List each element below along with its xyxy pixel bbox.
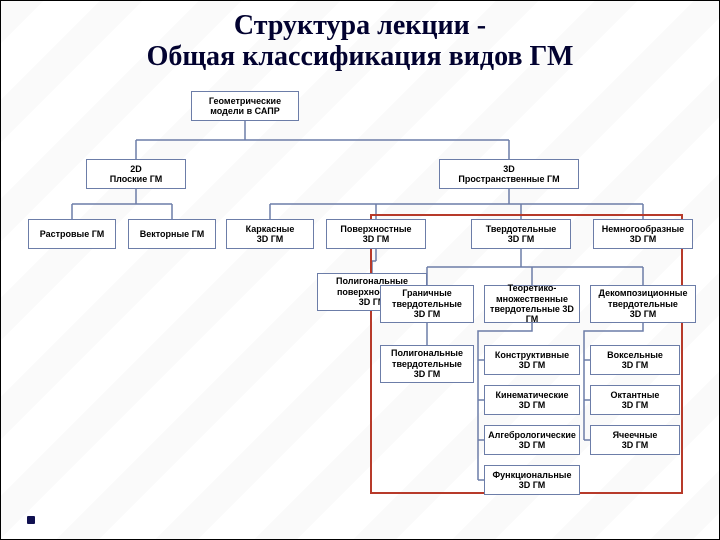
node-cell: Ячеечные 3D ГМ <box>590 425 680 455</box>
node-alglog: Алгебрологические 3D ГМ <box>484 425 580 455</box>
node-root: Геометрические модели в САПР <box>191 91 299 121</box>
node-solid: Твердотельные 3D ГМ <box>471 219 571 249</box>
node-csg: Конструктивные 3D ГМ <box>484 345 580 375</box>
node-v2: Векторные ГМ <box>128 219 216 249</box>
node-brep: Граничные твердотельные 3D ГМ <box>380 285 474 323</box>
node-l1_2d: 2D Плоские ГМ <box>86 159 186 189</box>
node-voxel: Воксельные 3D ГМ <box>590 345 680 375</box>
slide: Структура лекции - Общая классификация в… <box>0 0 720 540</box>
node-r2: Растровые ГМ <box>28 219 116 249</box>
node-l1_3d: 3D Пространственные ГМ <box>439 159 579 189</box>
node-settheo: Теоретико- множественные твердотельные 3… <box>484 285 580 323</box>
node-wf: Каркасные 3D ГМ <box>226 219 314 249</box>
node-polysolid: Полигональные твердотельные 3D ГМ <box>380 345 474 383</box>
node-func: Функциональные 3D ГМ <box>484 465 580 495</box>
bullet-icon <box>27 516 35 524</box>
node-octant: Октантные 3D ГМ <box>590 385 680 415</box>
node-surf: Поверхностные 3D ГМ <box>326 219 426 249</box>
node-nonman: Немногообразные 3D ГМ <box>593 219 693 249</box>
node-decomp: Декомпозиционные твердотельные 3D ГМ <box>590 285 696 323</box>
node-kinem: Кинематические 3D ГМ <box>484 385 580 415</box>
